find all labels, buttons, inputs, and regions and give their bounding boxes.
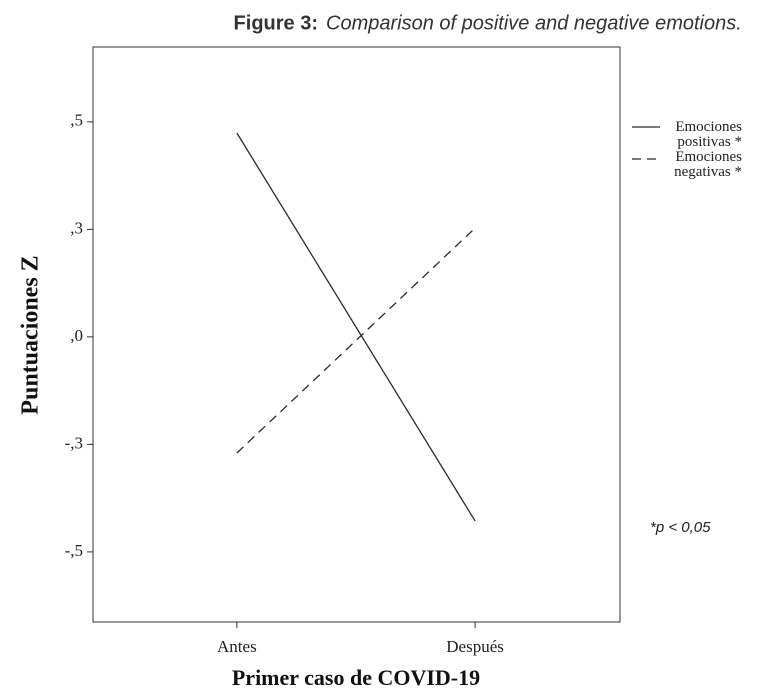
series-line: [236, 227, 476, 454]
figure-label: Figure 3:: [234, 12, 318, 34]
legend-label: Emociones positivas *: [675, 119, 742, 150]
y-axis-label: Puntuaciones Z: [18, 255, 44, 414]
annotation: *p < 0,05: [650, 519, 711, 536]
y-tick-label: ,5: [70, 111, 83, 130]
y-tick-label: ,3: [70, 218, 83, 237]
x-tick-label: Después: [446, 637, 504, 656]
y-tick-label: -,3: [65, 433, 83, 452]
chart-title: Comparison of positive and negative emot…: [326, 12, 742, 34]
legend-label: Emociones negativas *: [674, 149, 742, 180]
x-tick-label: Antes: [217, 637, 257, 656]
plot-frame: [92, 46, 621, 623]
y-tick-label: ,0: [70, 326, 83, 345]
series-line: [236, 132, 476, 522]
x-axis-label: Primer caso de COVID-19: [232, 665, 480, 690]
y-tick-label: -,5: [65, 541, 83, 560]
